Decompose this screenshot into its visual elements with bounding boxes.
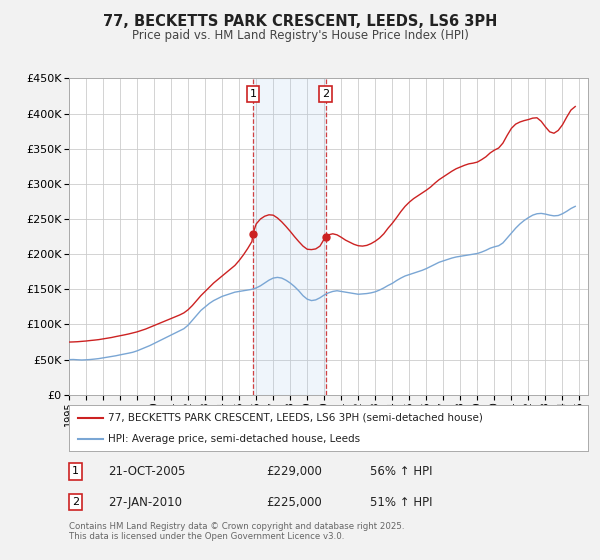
Text: £229,000: £229,000 bbox=[266, 465, 322, 478]
Text: 21-OCT-2005: 21-OCT-2005 bbox=[108, 465, 185, 478]
Text: 27-JAN-2010: 27-JAN-2010 bbox=[108, 496, 182, 509]
Text: 2: 2 bbox=[71, 497, 79, 507]
Text: 56% ↑ HPI: 56% ↑ HPI bbox=[370, 465, 433, 478]
Text: £225,000: £225,000 bbox=[266, 496, 322, 509]
Text: Contains HM Land Registry data © Crown copyright and database right 2025.
This d: Contains HM Land Registry data © Crown c… bbox=[69, 522, 404, 542]
Text: Price paid vs. HM Land Registry's House Price Index (HPI): Price paid vs. HM Land Registry's House … bbox=[131, 29, 469, 42]
Text: HPI: Average price, semi-detached house, Leeds: HPI: Average price, semi-detached house,… bbox=[108, 435, 360, 444]
Text: 77, BECKETTS PARK CRESCENT, LEEDS, LS6 3PH (semi-detached house): 77, BECKETTS PARK CRESCENT, LEEDS, LS6 3… bbox=[108, 413, 483, 423]
Text: 1: 1 bbox=[72, 466, 79, 477]
Text: 51% ↑ HPI: 51% ↑ HPI bbox=[370, 496, 433, 509]
Bar bbox=[253, 78, 326, 395]
Text: 1: 1 bbox=[250, 89, 256, 99]
Text: 77, BECKETTS PARK CRESCENT, LEEDS, LS6 3PH: 77, BECKETTS PARK CRESCENT, LEEDS, LS6 3… bbox=[103, 14, 497, 29]
Text: 2: 2 bbox=[322, 89, 329, 99]
